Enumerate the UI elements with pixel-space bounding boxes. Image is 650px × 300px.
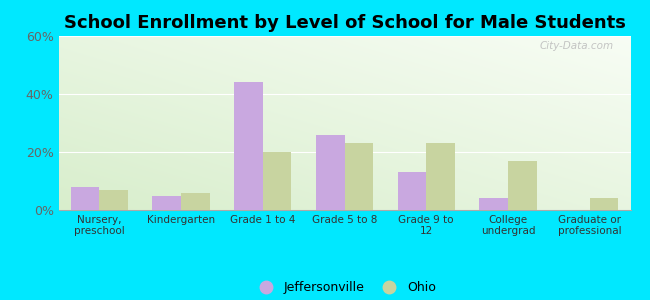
Bar bbox=[99, 190, 128, 210]
Bar bbox=[344, 143, 373, 210]
Bar bbox=[398, 172, 426, 210]
Bar bbox=[590, 198, 618, 210]
Bar bbox=[426, 143, 455, 210]
Text: City-Data.com: City-Data.com bbox=[540, 41, 614, 51]
Bar bbox=[234, 82, 263, 210]
Bar bbox=[181, 193, 210, 210]
Bar bbox=[508, 161, 536, 210]
Bar bbox=[153, 196, 181, 210]
Bar bbox=[479, 198, 508, 210]
Bar bbox=[316, 135, 344, 210]
Bar bbox=[263, 152, 291, 210]
Bar bbox=[71, 187, 99, 210]
Legend: Jeffersonville, Ohio: Jeffersonville, Ohio bbox=[248, 277, 441, 299]
Title: School Enrollment by Level of School for Male Students: School Enrollment by Level of School for… bbox=[64, 14, 625, 32]
